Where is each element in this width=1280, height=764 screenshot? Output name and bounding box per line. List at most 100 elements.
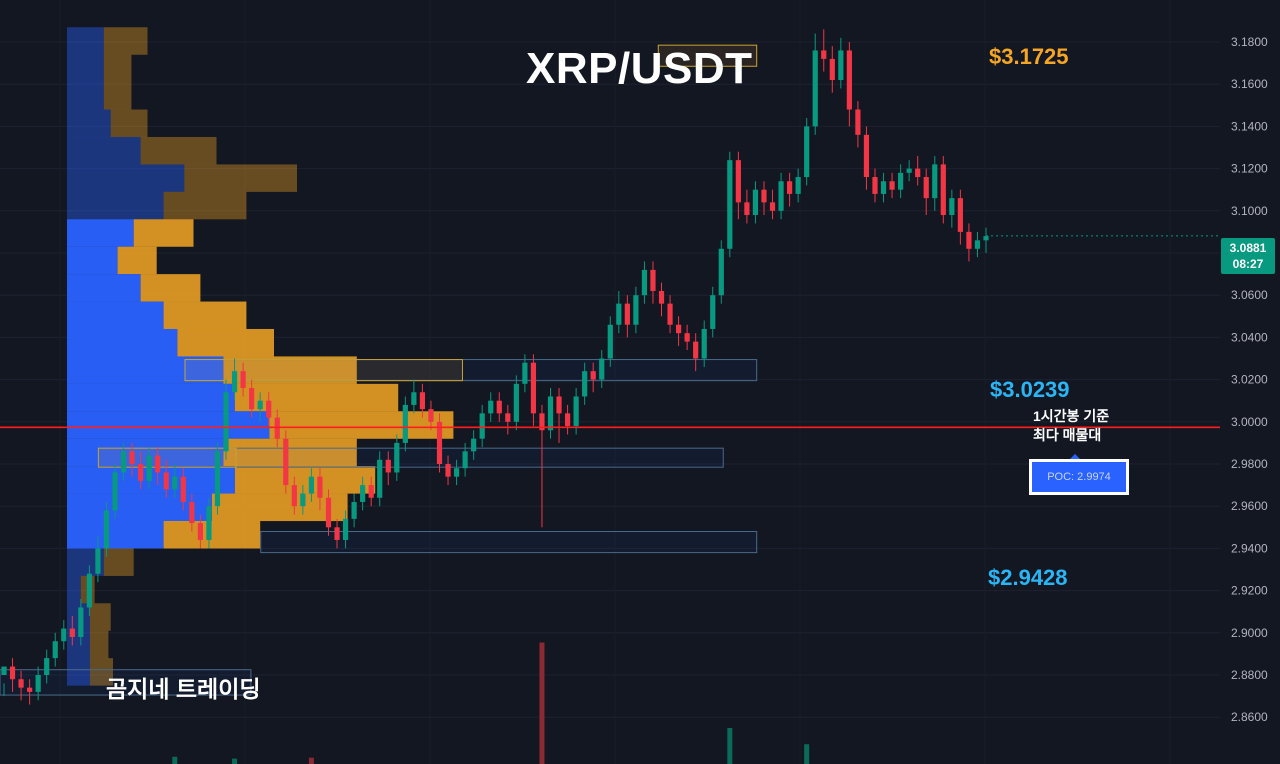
candle-body bbox=[872, 177, 878, 194]
candle-body bbox=[325, 497, 332, 528]
candle-body bbox=[573, 396, 579, 427]
candle-body bbox=[547, 396, 554, 431]
candle-body bbox=[522, 362, 528, 384]
candle-body bbox=[966, 231, 972, 249]
volume-profile-sell bbox=[103, 54, 132, 83]
volume-profile-sell bbox=[110, 109, 148, 138]
volume-profile-buy bbox=[67, 246, 118, 275]
candle-body bbox=[334, 527, 340, 540]
candle-body bbox=[300, 493, 306, 507]
candle-body bbox=[940, 164, 946, 216]
y-tick-label: 2.9400 bbox=[1231, 541, 1268, 555]
candle-body bbox=[974, 240, 981, 249]
y-tick-label: 2.8800 bbox=[1231, 668, 1268, 682]
y-tick-label: 2.9800 bbox=[1231, 457, 1268, 471]
volume-bar bbox=[308, 757, 314, 764]
volume-profile-buy bbox=[67, 109, 111, 138]
y-tick-label: 3.1600 bbox=[1231, 77, 1268, 91]
volume-bar bbox=[172, 756, 178, 764]
volume-bar bbox=[804, 744, 810, 764]
candle-body bbox=[291, 485, 297, 507]
volume-profile-sell bbox=[103, 82, 132, 110]
volume-profile-sell bbox=[163, 520, 261, 549]
candle-body bbox=[180, 476, 186, 502]
candle-body bbox=[513, 383, 519, 422]
volume-profile-sell bbox=[103, 27, 148, 55]
candle-body bbox=[769, 202, 776, 211]
candle-body bbox=[61, 628, 67, 642]
candle-body bbox=[735, 160, 741, 203]
volume-profile-sell bbox=[90, 658, 113, 686]
candle-body bbox=[821, 50, 827, 59]
y-tick-label: 2.9000 bbox=[1231, 626, 1268, 640]
volume-profile-buy bbox=[67, 219, 134, 247]
candle-body bbox=[906, 168, 912, 173]
y-tick-label: 2.9600 bbox=[1231, 499, 1268, 513]
volume-profile-buy bbox=[67, 438, 224, 467]
candle-body bbox=[138, 464, 144, 481]
candle-body bbox=[86, 573, 92, 608]
volume-bar bbox=[539, 642, 545, 764]
candle-body bbox=[829, 58, 835, 80]
volume-profile-buy bbox=[67, 520, 164, 549]
support-level-label-upper: $3.0239 bbox=[990, 377, 1070, 402]
candle-body bbox=[633, 295, 639, 325]
volume-profile-buy bbox=[67, 301, 164, 330]
candle-body bbox=[240, 371, 246, 389]
candle-body bbox=[675, 324, 682, 334]
volume-profile-sell bbox=[269, 411, 454, 439]
candle-body bbox=[155, 455, 161, 473]
candle-body bbox=[428, 409, 434, 422]
volume-profile-buy bbox=[67, 383, 235, 412]
brand-watermark: 곰지네 트레이딩 bbox=[106, 676, 261, 702]
candle-body bbox=[44, 658, 50, 675]
candle-body bbox=[35, 675, 41, 692]
volume-profile-buy bbox=[67, 575, 81, 604]
resistance-level-label: $3.1725 bbox=[989, 44, 1069, 69]
candle-body bbox=[78, 607, 84, 638]
poc-annotation-text: 1시간봉 기준 최다 매물대 bbox=[1033, 408, 1110, 443]
candle-body bbox=[718, 248, 724, 296]
candle-body bbox=[214, 451, 221, 507]
candle-body bbox=[624, 303, 630, 325]
candle-body bbox=[172, 476, 178, 490]
candle-body bbox=[582, 371, 588, 397]
candle-body bbox=[1, 666, 7, 675]
volume-profile-sell bbox=[234, 466, 376, 494]
candle-body bbox=[889, 181, 895, 190]
last-price-tag[interactable]: 3.0881 08:27 bbox=[1221, 238, 1275, 274]
candle-body bbox=[727, 160, 733, 249]
candle-body bbox=[103, 510, 110, 549]
candle-body bbox=[197, 523, 203, 540]
candle-body bbox=[590, 371, 596, 380]
volume-profile-sell bbox=[117, 246, 157, 275]
candle-body bbox=[932, 164, 938, 199]
candle-body bbox=[69, 628, 75, 638]
volume-profile-buy bbox=[67, 658, 90, 686]
candle-body bbox=[863, 134, 870, 178]
volume-profile-sell bbox=[211, 493, 348, 522]
candle-body bbox=[846, 50, 852, 110]
volume-profile-sell bbox=[133, 219, 194, 247]
candle-body bbox=[471, 438, 477, 452]
candle-body bbox=[496, 400, 502, 414]
y-tick-label: 3.1800 bbox=[1231, 35, 1268, 49]
volume-profile-buy bbox=[67, 411, 270, 439]
volume-profile-sell bbox=[163, 301, 247, 330]
volume-profile-buy bbox=[67, 191, 164, 220]
y-tick-label: 2.8600 bbox=[1231, 710, 1268, 724]
candle-body bbox=[146, 455, 152, 481]
candle-body bbox=[453, 468, 460, 477]
candle-body bbox=[402, 404, 408, 443]
candle-body bbox=[206, 506, 212, 540]
volume-profile-sell bbox=[103, 548, 134, 576]
candle-body bbox=[9, 666, 16, 680]
candle-body bbox=[223, 392, 229, 452]
candle-body bbox=[488, 400, 494, 414]
volume-profile-buy bbox=[67, 356, 224, 384]
candle-body bbox=[923, 177, 929, 199]
chart-title: XRP/USDT bbox=[526, 44, 753, 93]
candle-body bbox=[95, 548, 101, 574]
volume-profile-sell bbox=[177, 328, 274, 357]
